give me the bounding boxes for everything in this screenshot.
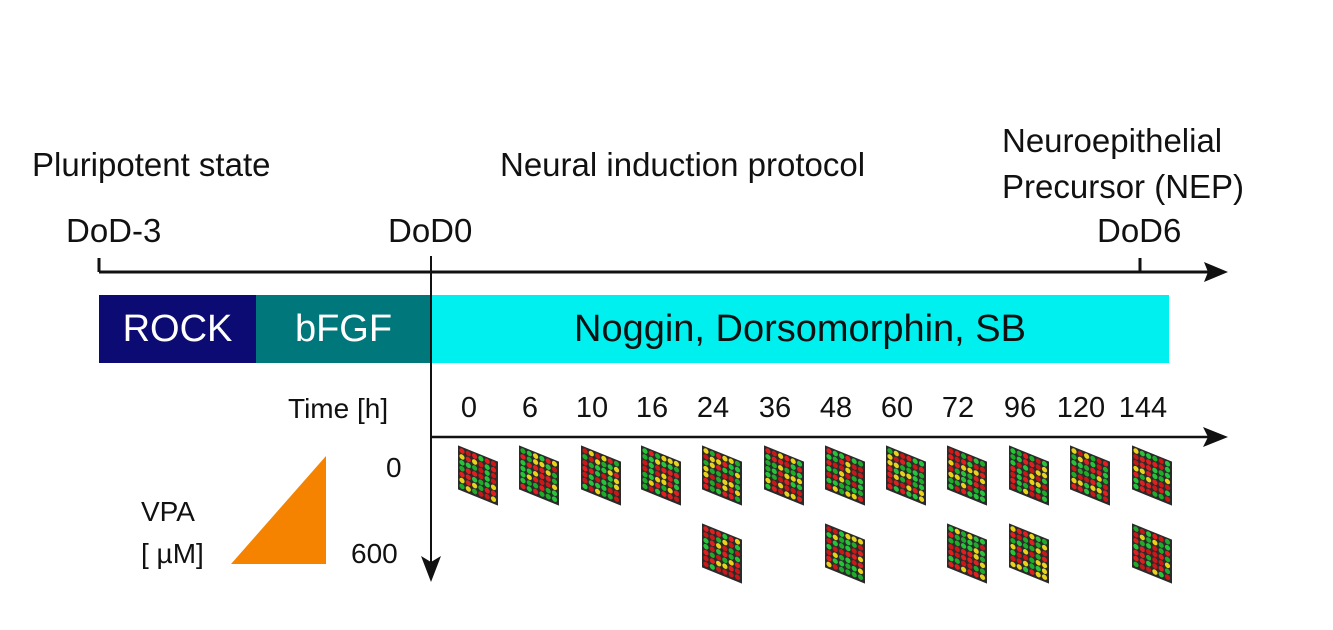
treatment-rock-bar: ROCK xyxy=(99,295,256,363)
time-tick-10: 10 xyxy=(575,392,609,424)
vpa-unit-label: [ µM] xyxy=(141,538,204,569)
stage-neural-induction: Neural induction protocol xyxy=(500,146,866,183)
timeline-mid-label: DoD0 xyxy=(388,212,473,249)
microarray-chip-vpa600-144h xyxy=(1131,522,1173,589)
vpa-gradient-triangle xyxy=(231,456,326,564)
time-tick-6: 6 xyxy=(521,392,539,424)
time-tick-36: 36 xyxy=(758,392,792,424)
time-tick-48: 48 xyxy=(819,392,853,424)
microarray-chip-vpa0-36h xyxy=(763,444,805,511)
vpa-dose-600: 600 xyxy=(351,538,398,569)
treatment-bfgf-bar: bFGF xyxy=(256,295,431,363)
vpa-label: VPA xyxy=(141,496,195,527)
time-tick-60: 60 xyxy=(880,392,914,424)
time-tick-72: 72 xyxy=(941,392,975,424)
microarray-chip-vpa600-48h xyxy=(824,522,866,589)
microarray-chip-vpa0-72h xyxy=(946,444,988,511)
time-tick-120: 120 xyxy=(1056,392,1106,424)
microarray-chip-vpa0-48h xyxy=(824,444,866,511)
stage-pluripotent: Pluripotent state xyxy=(32,146,271,183)
timeline-end-label: DoD6 xyxy=(1097,212,1182,249)
microarray-chip-vpa0-6h xyxy=(518,444,560,511)
timeline-start-label: DoD-3 xyxy=(66,212,162,249)
stage-nep-line2: Precursor (NEP) xyxy=(1002,168,1245,205)
microarray-chip-vpa0-96h xyxy=(1008,444,1050,511)
time-tick-16: 16 xyxy=(635,392,669,424)
stage-nep-line1: Neuroepithelial xyxy=(1002,122,1223,159)
time-axis-label: Time [h] xyxy=(288,393,389,424)
microarray-chip-vpa0-10h xyxy=(580,444,622,511)
time-tick-24: 24 xyxy=(696,392,730,424)
treatment-rock-label: ROCK xyxy=(122,307,233,350)
time-tick-144: 144 xyxy=(1118,392,1168,424)
microarray-chip-vpa600-72h xyxy=(946,522,988,589)
treatment-neural-mix-label: Noggin, Dorsomorphin, SB xyxy=(574,307,1026,350)
time-axis-arrowhead xyxy=(1203,427,1228,447)
vpa-axis-arrowhead xyxy=(421,556,441,582)
timeline-arrowhead xyxy=(1204,262,1228,282)
microarray-chip-vpa0-0h xyxy=(457,444,499,511)
treatment-bfgf-label: bFGF xyxy=(294,307,393,350)
time-tick-0: 0 xyxy=(460,392,478,424)
treatment-neural-mix-bar: Noggin, Dorsomorphin, SB xyxy=(431,295,1169,363)
microarray-chip-vpa0-144h xyxy=(1131,444,1173,511)
microarray-chip-vpa600-96h xyxy=(1008,522,1050,589)
vpa-dose-0: 0 xyxy=(386,452,402,483)
microarray-chip-vpa0-16h xyxy=(640,444,682,511)
time-tick-96: 96 xyxy=(1003,392,1037,424)
microarray-chip-vpa0-60h xyxy=(885,444,927,511)
microarray-chip-vpa0-120h xyxy=(1069,444,1111,511)
microarray-chip-vpa600-24h xyxy=(701,522,743,589)
microarray-chip-vpa0-24h xyxy=(701,444,743,511)
